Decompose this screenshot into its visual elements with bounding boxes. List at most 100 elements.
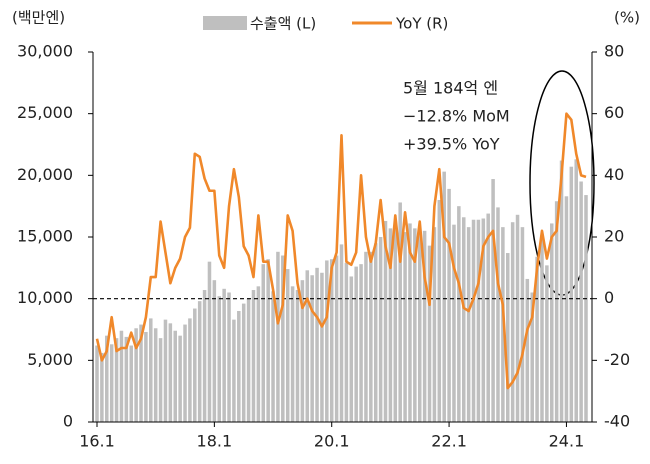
y-tick-label: 20,000 — [17, 165, 73, 184]
bar — [398, 202, 402, 422]
bar — [241, 303, 246, 422]
x-tick-label: 22.1 — [431, 432, 467, 451]
y2-tick-label: 60 — [604, 103, 624, 122]
bar — [334, 255, 339, 422]
bar — [520, 227, 525, 422]
bar — [344, 262, 349, 422]
bar — [134, 328, 138, 422]
bar — [124, 336, 129, 422]
x-tick-label: 24.1 — [549, 432, 585, 451]
bar — [119, 330, 124, 422]
y2-tick-label: 20 — [604, 227, 624, 246]
bar — [579, 181, 583, 422]
bar — [564, 196, 569, 422]
bar — [452, 224, 456, 422]
bar — [364, 251, 368, 422]
bar — [285, 269, 290, 422]
bar — [388, 228, 393, 422]
bar — [422, 230, 427, 422]
bar — [530, 292, 534, 422]
bar — [300, 280, 305, 422]
bar — [550, 223, 554, 422]
bar — [383, 220, 388, 422]
bar — [471, 219, 476, 422]
bar — [197, 301, 202, 422]
bar — [290, 286, 295, 422]
bar — [212, 280, 217, 422]
bar — [100, 352, 104, 422]
annotation: +39.5% YoY — [403, 135, 500, 154]
x-tick-label: 20.1 — [314, 432, 350, 451]
bar — [109, 344, 114, 422]
x-tick-label: 16.1 — [79, 432, 115, 451]
bar — [393, 220, 398, 422]
bar — [227, 292, 231, 422]
bar — [207, 261, 212, 422]
y-tick-label: 5,000 — [27, 350, 73, 369]
annotation: −12.8% MoM — [403, 107, 510, 126]
bar — [354, 266, 358, 422]
bar — [325, 260, 329, 422]
bar — [246, 298, 251, 422]
bar — [369, 251, 373, 422]
y2-tick-label: 0 — [604, 288, 614, 307]
bar — [163, 319, 168, 422]
y-tick-label: 30,000 — [17, 42, 73, 61]
bar — [168, 323, 173, 422]
y2-tick-label: 80 — [604, 42, 624, 61]
bar — [403, 232, 407, 422]
bar — [574, 159, 578, 423]
bar — [202, 290, 207, 422]
bar — [505, 253, 510, 422]
annotation: 5월 184억 엔 — [403, 79, 498, 98]
y2-axis-title: (%) — [614, 9, 640, 27]
bar — [540, 239, 544, 422]
bar — [496, 207, 500, 422]
bar — [329, 259, 334, 422]
bar — [525, 278, 530, 422]
bar — [427, 245, 432, 422]
bar — [95, 345, 99, 422]
bar — [251, 290, 256, 422]
bar — [373, 243, 378, 422]
bar — [222, 288, 226, 422]
bar — [261, 264, 266, 422]
bar — [359, 264, 363, 422]
y-tick-label: 10,000 — [17, 288, 73, 307]
bar — [237, 311, 241, 422]
bar — [256, 286, 261, 422]
y-tick-label: 0 — [63, 412, 73, 431]
y-tick-label: 25,000 — [17, 103, 73, 122]
bar — [481, 218, 486, 422]
bar — [466, 227, 471, 422]
bar — [232, 319, 236, 422]
bar — [457, 206, 461, 422]
bar — [491, 179, 495, 422]
legend-label: 수출액 (L) — [250, 15, 316, 33]
bar — [545, 265, 549, 422]
bar — [510, 222, 515, 422]
bar — [217, 296, 222, 422]
bar — [584, 195, 588, 422]
bar — [173, 330, 178, 422]
bar — [442, 171, 446, 422]
bar — [276, 251, 280, 422]
bar — [129, 345, 133, 422]
bar — [139, 324, 143, 422]
bar — [447, 188, 451, 422]
bar — [271, 291, 275, 422]
bar — [266, 259, 270, 422]
bar — [339, 244, 344, 422]
bar — [183, 324, 187, 422]
y2-tick-label: -40 — [604, 412, 630, 431]
bar — [295, 290, 300, 422]
bar — [408, 223, 412, 422]
bar — [569, 166, 574, 422]
bar — [149, 318, 153, 422]
x-tick-label: 18.1 — [197, 432, 233, 451]
bar — [378, 237, 383, 422]
y-tick-label: 15,000 — [17, 227, 73, 246]
bar — [144, 331, 148, 422]
bar — [349, 276, 354, 422]
